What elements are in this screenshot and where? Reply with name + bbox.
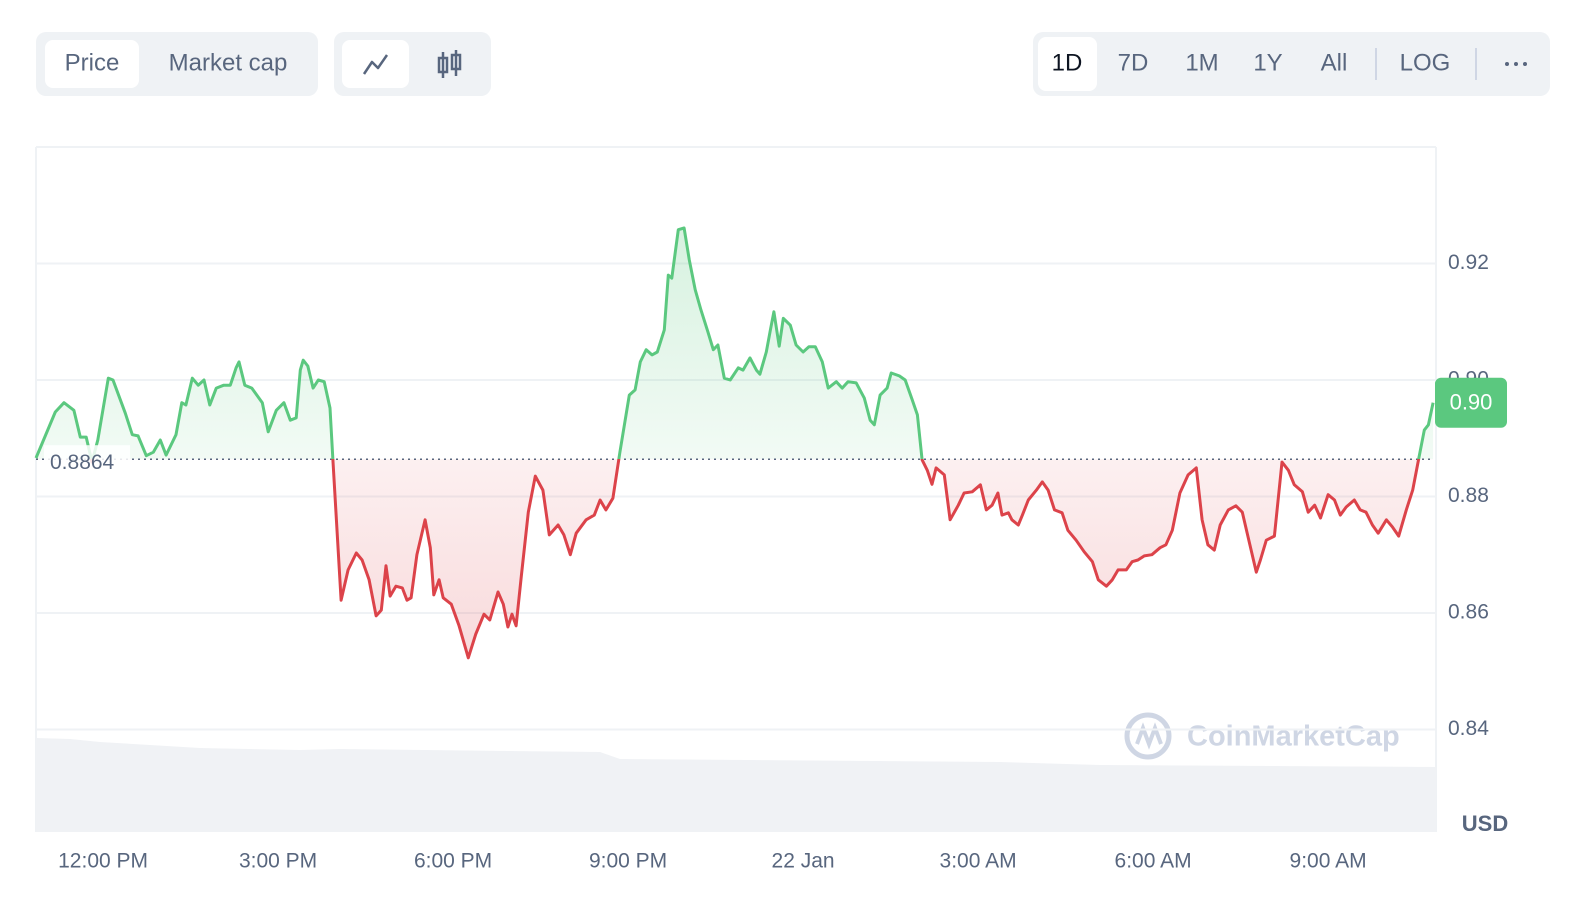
active-range-bg — [1038, 37, 1097, 91]
range-button[interactable]: 1M — [1185, 49, 1218, 76]
more-menu[interactable] — [1505, 62, 1527, 66]
current-price-badge — [1435, 377, 1507, 428]
range-button[interactable]: 1Y — [1253, 49, 1282, 76]
candle-icon[interactable] — [437, 50, 462, 78]
volume-background — [36, 738, 1436, 832]
y-tick-label: 0.86 — [1448, 601, 1489, 624]
x-tick-label: 6:00 PM — [414, 850, 492, 873]
reference-label-bg — [44, 445, 130, 472]
x-tick-label: 6:00 AM — [1115, 850, 1192, 873]
watermark-text: CoinMarketCap — [1187, 721, 1400, 753]
x-tick-label: 3:00 PM — [239, 850, 317, 873]
x-tick-label: 3:00 AM — [940, 850, 1017, 873]
x-tick-label: 12:00 PM — [58, 850, 148, 873]
range-group — [1033, 32, 1550, 96]
x-tick-label: 9:00 PM — [589, 850, 667, 873]
y-tick-label: 0.92 — [1448, 251, 1489, 274]
current-price-label: 0.90 — [1450, 390, 1493, 415]
price-line — [34, 226, 1435, 660]
log-toggle[interactable]: LOG — [1400, 49, 1451, 76]
y-unit-label: USD — [1462, 811, 1508, 836]
range-button[interactable]: 1D — [1052, 49, 1083, 76]
tab-price[interactable]: Price — [65, 49, 120, 76]
line-icon — [362, 54, 389, 75]
y-tick-label: 0.88 — [1448, 484, 1489, 507]
active-tab-bg — [45, 40, 139, 88]
x-tick-label: 22 Jan — [772, 850, 835, 873]
y-tick-label: 0.84 — [1448, 717, 1489, 740]
watermark: CoinMarketCap — [1124, 712, 1400, 760]
area-fill — [36, 228, 1434, 658]
range-button[interactable]: 7D — [1118, 49, 1149, 76]
reference-label: 0.8864 — [50, 451, 115, 474]
range-button[interactable]: All — [1321, 49, 1348, 76]
x-tick-label: 9:00 AM — [1290, 850, 1367, 873]
tab-market-cap[interactable]: Market cap — [169, 49, 288, 76]
